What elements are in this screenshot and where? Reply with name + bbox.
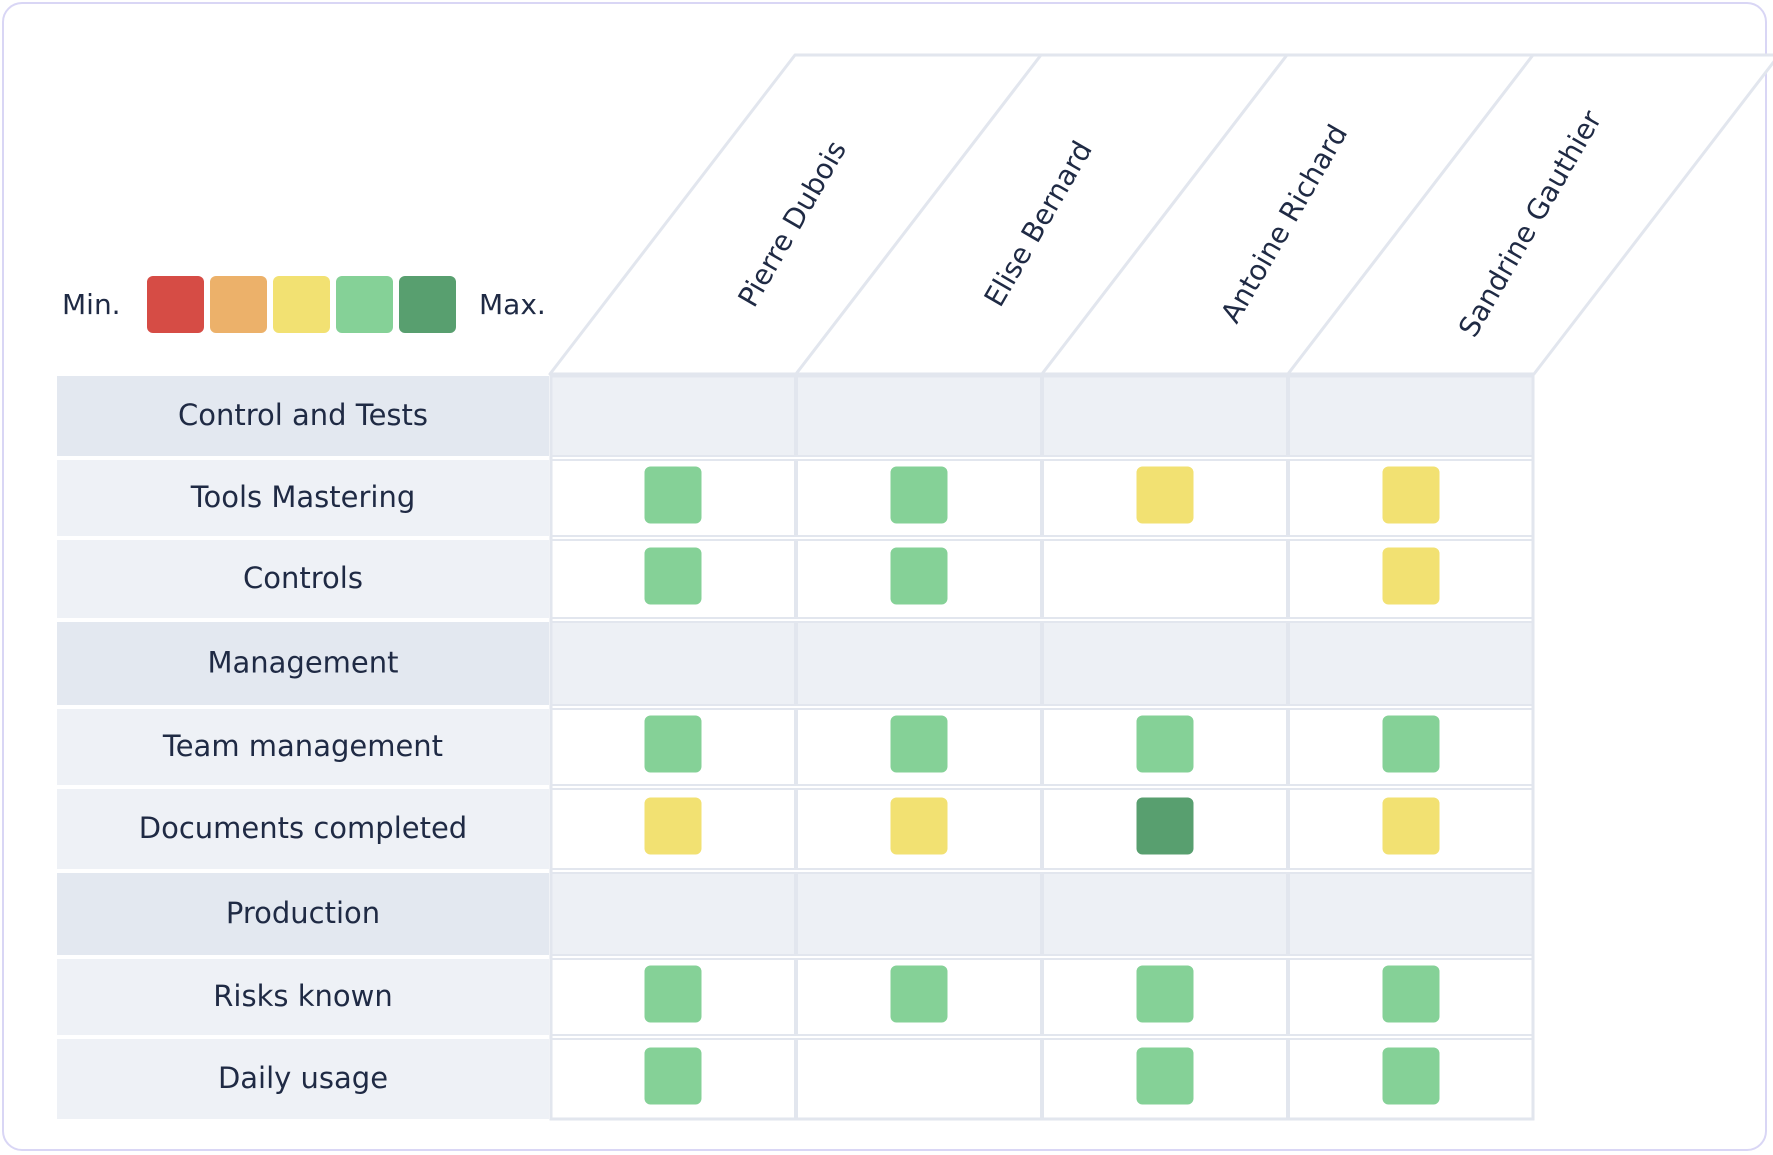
- row-label-cell: [57, 540, 549, 618]
- legend-swatch-3: [273, 276, 330, 333]
- rating-marker: [644, 466, 702, 524]
- legend-max-label: Max.: [479, 288, 546, 321]
- matrix-cell: [1042, 539, 1288, 619]
- row-label-cell: [57, 460, 549, 536]
- row-label-cell: [57, 1039, 549, 1119]
- rating-marker: [644, 715, 702, 773]
- rating-marker: [1136, 466, 1194, 524]
- skill-label: Tools Mastering: [190, 480, 416, 514]
- row-label-cell: [57, 959, 549, 1035]
- rating-marker: [1382, 1047, 1440, 1105]
- matrix-cell: [550, 375, 796, 457]
- rating-marker: [644, 547, 702, 605]
- legend-swatch-2: [210, 276, 267, 333]
- legend-min-label: Min.: [62, 288, 121, 321]
- rating-marker: [1382, 715, 1440, 773]
- rating-marker: [1382, 466, 1440, 524]
- matrix-cell: [550, 621, 796, 706]
- matrix-cell: [1288, 621, 1534, 706]
- rating-marker: [1382, 547, 1440, 605]
- rating-marker: [890, 547, 948, 605]
- rating-marker: [1136, 715, 1194, 773]
- matrix-cell: [796, 1038, 1042, 1120]
- rating-marker: [1382, 797, 1440, 855]
- skill-label: Risks known: [213, 979, 392, 1013]
- legend-swatch-5: [399, 276, 456, 333]
- section-label: Control and Tests: [178, 398, 428, 432]
- matrix-border: [549, 374, 1535, 1121]
- rating-marker: [890, 466, 948, 524]
- column-header-cell: [1286, 53, 1773, 376]
- rating-marker: [1136, 965, 1194, 1023]
- skill-label: Documents completed: [139, 811, 467, 845]
- rating-marker: [1382, 965, 1440, 1023]
- matrix-cell: [1042, 872, 1288, 956]
- rating-marker: [890, 797, 948, 855]
- rating-marker: [1136, 1047, 1194, 1105]
- matrix-cell: [796, 621, 1042, 706]
- matrix-cell: [796, 872, 1042, 956]
- skill-label: Controls: [243, 561, 363, 595]
- rating-marker: [890, 715, 948, 773]
- matrix-cell: [1288, 375, 1534, 457]
- rating-marker: [890, 965, 948, 1023]
- matrix-cell: [550, 872, 796, 956]
- skill-label: Daily usage: [218, 1061, 388, 1095]
- section-label: Production: [226, 896, 380, 930]
- matrix-cell: [1042, 621, 1288, 706]
- skill-label: Team management: [162, 729, 443, 763]
- matrix-cell: [1042, 788, 1288, 870]
- rating-marker: [644, 1047, 702, 1105]
- legend-swatch-4: [336, 276, 393, 333]
- legend-swatch-1: [147, 276, 204, 333]
- row-label-cell: [57, 709, 549, 785]
- row-label-cell: [57, 873, 549, 955]
- row-label-cell: [57, 622, 549, 705]
- rating-marker: [644, 965, 702, 1023]
- section-label: Management: [207, 646, 398, 680]
- rating-marker: [644, 797, 702, 855]
- row-label-cell: [57, 789, 549, 869]
- matrix-cell: [1288, 872, 1534, 956]
- row-label-cell: [57, 376, 549, 456]
- rating-marker: [1136, 797, 1194, 855]
- matrix-cell: [796, 375, 1042, 457]
- matrix-cell: [1042, 375, 1288, 457]
